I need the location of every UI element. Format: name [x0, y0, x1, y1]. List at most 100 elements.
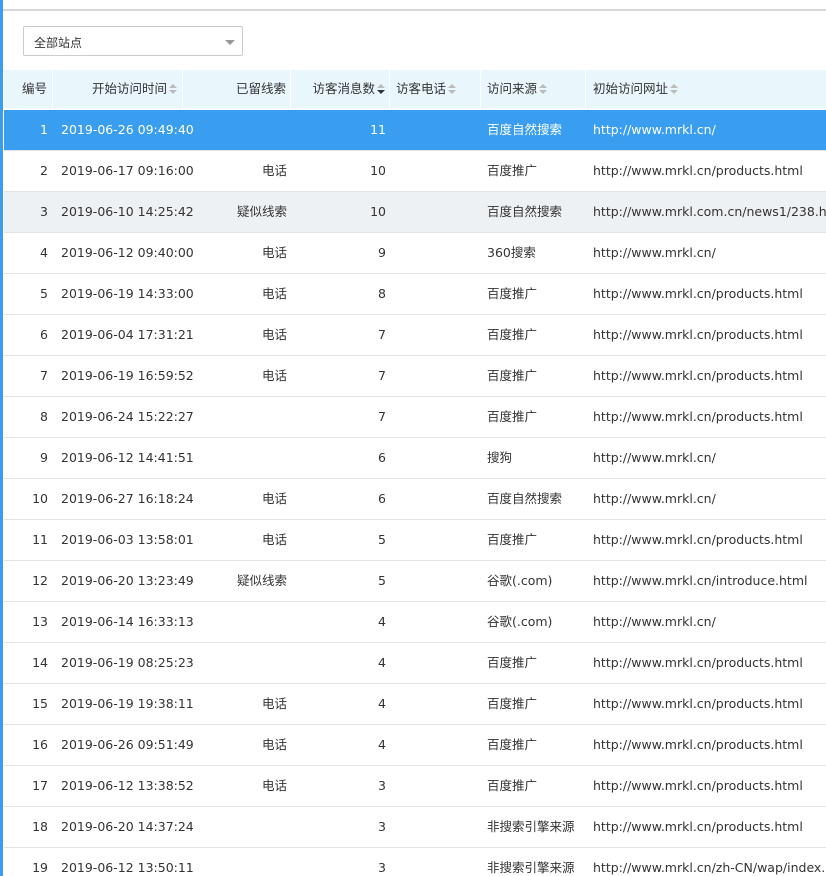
cell-no: 5	[40, 286, 48, 301]
table-row[interactable]: 1 2019-06-26 09:49:40 11 百度自然搜索 http://www.m…	[4, 110, 826, 151]
cell-messages: 5	[378, 573, 386, 588]
cell-clue: 电话	[261, 532, 287, 547]
cell-url: http://www.mrkl.cn/	[593, 245, 716, 260]
table-row[interactable]: 2 2019-06-17 09:16:00 电话 10 百度推广 http://www.m…	[4, 151, 826, 192]
cell-no: 4	[40, 245, 48, 260]
cell-source: 百度推广	[487, 778, 538, 793]
column-header[interactable]: 访问来源	[481, 70, 586, 108]
header-text: 访问来源	[487, 81, 538, 96]
cell-source: 360搜索	[487, 245, 536, 260]
table-row[interactable]: 14 2019-06-19 08:25:23 4 百度推广 http://www.mrk…	[4, 643, 826, 684]
cell-messages: 4	[378, 614, 386, 629]
table-row[interactable]: 3 2019-06-10 14:25:42 疑似线索 10 百度自然搜索 http://w…	[4, 192, 826, 233]
table-row[interactable]: 18 2019-06-20 14:37:24 3 非搜索引擎来源 http://www.…	[4, 807, 826, 848]
cell-time: 2019-06-04 17:31:21	[61, 327, 194, 342]
table-row[interactable]: 7 2019-06-19 16:59:52 电话 7 百度推广 http://www.mr…	[4, 356, 826, 397]
column-header[interactable]: 访客消息数	[291, 70, 390, 108]
column-header[interactable]: 初始访问网址	[586, 70, 826, 108]
cell-source: 非搜索引擎来源	[487, 860, 575, 875]
cell-no: 10	[32, 491, 48, 506]
cell-messages: 4	[378, 696, 386, 711]
cell-url: http://www.mrkl.cn/products.html	[593, 532, 803, 547]
table-row[interactable]: 9 2019-06-12 14:41:51 6 搜狗 http://www.mrkl.c…	[4, 438, 826, 479]
table-row[interactable]: 16 2019-06-26 09:51:49 电话 4 百度推广 http://www.m…	[4, 725, 826, 766]
site-select[interactable]: 全部站点	[23, 26, 243, 56]
table-row[interactable]: 12 2019-06-20 13:23:49 疑似线索 5 谷歌(.com) http:/…	[4, 561, 826, 602]
cell-no: 6	[40, 327, 48, 342]
cell-messages: 9	[378, 245, 386, 260]
cell-time: 2019-06-27 16:18:24	[61, 491, 194, 506]
table-row[interactable]: 19 2019-06-12 13:50:11 3 非搜索引擎来源 http://www.…	[4, 848, 826, 876]
cell-clue: 电话	[261, 327, 287, 342]
cell-time: 2019-06-12 09:40:00	[61, 245, 194, 260]
table-row[interactable]: 15 2019-06-19 19:38:11 电话 4 百度推广 http://www.m…	[4, 684, 826, 725]
table-row[interactable]: 5 2019-06-19 14:33:00 电话 8 百度推广 http://www.mr…	[4, 274, 826, 315]
cell-time: 2019-06-10 14:25:42	[61, 204, 194, 219]
cell-source: 非搜索引擎来源	[487, 819, 575, 834]
header-text: 访客消息数	[312, 81, 375, 96]
cell-source: 百度推广	[487, 737, 538, 752]
cell-time: 2019-06-19 08:25:23	[61, 655, 194, 670]
cell-time: 2019-06-12 13:38:52	[61, 778, 194, 793]
cell-clue: 电话	[261, 491, 287, 506]
table-row[interactable]: 17 2019-06-12 13:38:52 电话 3 百度推广 http://www.m…	[4, 766, 826, 807]
cell-clue: 电话	[261, 737, 287, 752]
table-row[interactable]: 10 2019-06-27 16:18:24 电话 6 百度自然搜索 http://www…	[4, 479, 826, 520]
cell-no: 8	[40, 409, 48, 424]
column-header: 编号	[4, 70, 53, 108]
cell-no: 12	[32, 573, 48, 588]
dropdown-caret	[225, 40, 235, 45]
column-header[interactable]: 访客电话	[390, 70, 481, 108]
cell-no: 3	[40, 204, 48, 219]
sort-icon[interactable]	[448, 83, 457, 96]
cell-url: http://www.mrkl.cn/products.html	[593, 819, 803, 834]
cell-time: 2019-06-17 09:16:00	[61, 163, 194, 178]
cell-no: 1	[40, 122, 48, 137]
table-row[interactable]: 13 2019-06-14 16:33:13 4 谷歌(.com) http://www…	[4, 602, 826, 643]
cell-messages: 4	[378, 655, 386, 670]
cell-time: 2019-06-19 16:59:52	[61, 368, 194, 383]
cell-no: 16	[32, 737, 48, 752]
cell-messages: 10	[370, 163, 386, 178]
cell-source: 百度推广	[487, 655, 538, 670]
cell-source: 百度推广	[487, 696, 538, 711]
cell-source: 百度推广	[487, 286, 538, 301]
cell-url: http://www.mrkl.cn/products.html	[593, 286, 803, 301]
cell-url: http://www.mrkl.cn/	[593, 614, 716, 629]
cell-source: 百度自然搜索	[487, 204, 563, 219]
cell-time: 2019-06-24 15:22:27	[61, 409, 194, 424]
cell-messages: 7	[378, 409, 386, 424]
sort-icon[interactable]	[539, 83, 548, 96]
cell-url: http://www.mrkl.cn/products.html	[593, 737, 803, 752]
table-row[interactable]: 8 2019-06-24 15:22:27 7 百度推广 http://www.mrkl…	[4, 397, 826, 438]
cell-clue: 电话	[261, 696, 287, 711]
cell-no: 9	[40, 450, 48, 465]
cell-no: 14	[32, 655, 48, 670]
cell-time: 2019-06-19 19:38:11	[61, 696, 194, 711]
cell-messages: 6	[378, 450, 386, 465]
cell-clue: 电话	[261, 286, 287, 301]
cell-clue: 疑似线索	[236, 573, 287, 588]
cell-time: 2019-06-20 14:37:24	[61, 819, 194, 834]
sort-icon[interactable]	[169, 83, 177, 96]
sort-icon[interactable]	[377, 83, 385, 96]
cell-messages: 8	[378, 286, 386, 301]
table-row[interactable]: 11 2019-06-03 13:58:01 电话 5 百度推广 http://www.m…	[4, 520, 826, 561]
cell-url: http://www.mrkl.cn/	[593, 491, 716, 506]
cell-messages: 3	[378, 778, 386, 793]
cell-url: http://www.mrkl.cn/products.html	[593, 327, 803, 342]
cell-clue: 电话	[261, 163, 287, 178]
cell-url: http://www.mrkl.cn/products.html	[593, 163, 803, 178]
cell-source: 搜狗	[487, 450, 513, 465]
cell-clue: 电话	[261, 245, 287, 260]
sort-icon[interactable]	[670, 83, 679, 96]
column-header[interactable]: 开始访问时间	[53, 70, 183, 108]
cell-url: http://www.mrkl.cn/products.html	[593, 368, 803, 383]
cell-messages: 3	[378, 819, 386, 834]
table-row[interactable]: 4 2019-06-12 09:40:00 电话 9 360搜索 http://www.m…	[4, 233, 826, 274]
cell-no: 17	[32, 778, 48, 793]
table-row[interactable]: 6 2019-06-04 17:31:21 电话 7 百度推广 http://www.mr…	[4, 315, 826, 356]
cell-clue: 疑似线索	[236, 204, 287, 219]
cell-messages: 7	[378, 327, 386, 342]
